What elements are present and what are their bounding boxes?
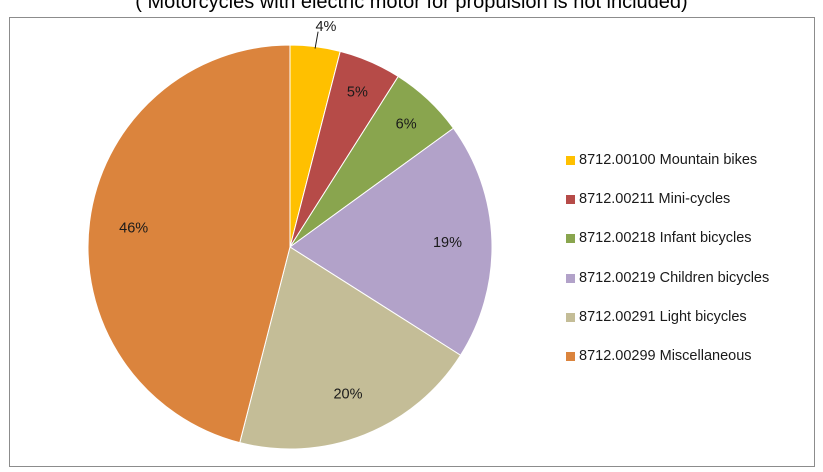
pie-slice-light-bicycles — [239, 246, 462, 450]
legend-swatch — [566, 195, 575, 204]
data-label-miscellaneous: 46% — [119, 220, 148, 236]
legend-label: 8712.00299 Miscellaneous — [579, 348, 752, 364]
legend-swatch — [566, 234, 575, 243]
legend-label: 8712.00218 Infant bicycles — [579, 230, 752, 246]
legend-label: 8712.00211 Mini-cycles — [579, 191, 731, 207]
legend-swatch — [566, 156, 575, 165]
legend-swatch — [566, 274, 575, 283]
chart-area: 4% 5% 6% 19% 20% 46% 8712.00100 Mountain bike… — [9, 17, 815, 467]
pie-slice-miscellaneous — [87, 44, 291, 444]
legend-label: 8712.00100 Mountain bikes — [579, 152, 758, 168]
legend-swatch — [566, 313, 575, 322]
pie-chart: 4% 5% 6% 19% 20% 46% — [87, 19, 493, 450]
legend-label: 8712.00291 Light bicycles — [579, 309, 747, 325]
legend-label: 8712.00219 Children bicycles — [579, 270, 770, 286]
data-label-mini-cycles: 5% — [347, 84, 368, 100]
data-label-children-bicycles: 19% — [433, 235, 462, 251]
data-label-mountain-bikes: 4% — [315, 19, 336, 35]
data-label-infant-bicycles: 6% — [396, 116, 417, 132]
leader-line-mountain-bikes — [314, 31, 319, 49]
chart-subtitle: ( Motorcycles with electric motor for pr… — [135, 0, 688, 13]
data-label-light-bicycles: 20% — [333, 386, 362, 402]
legend-swatch — [566, 352, 575, 361]
pie-slice-children-bicycles — [289, 127, 493, 356]
